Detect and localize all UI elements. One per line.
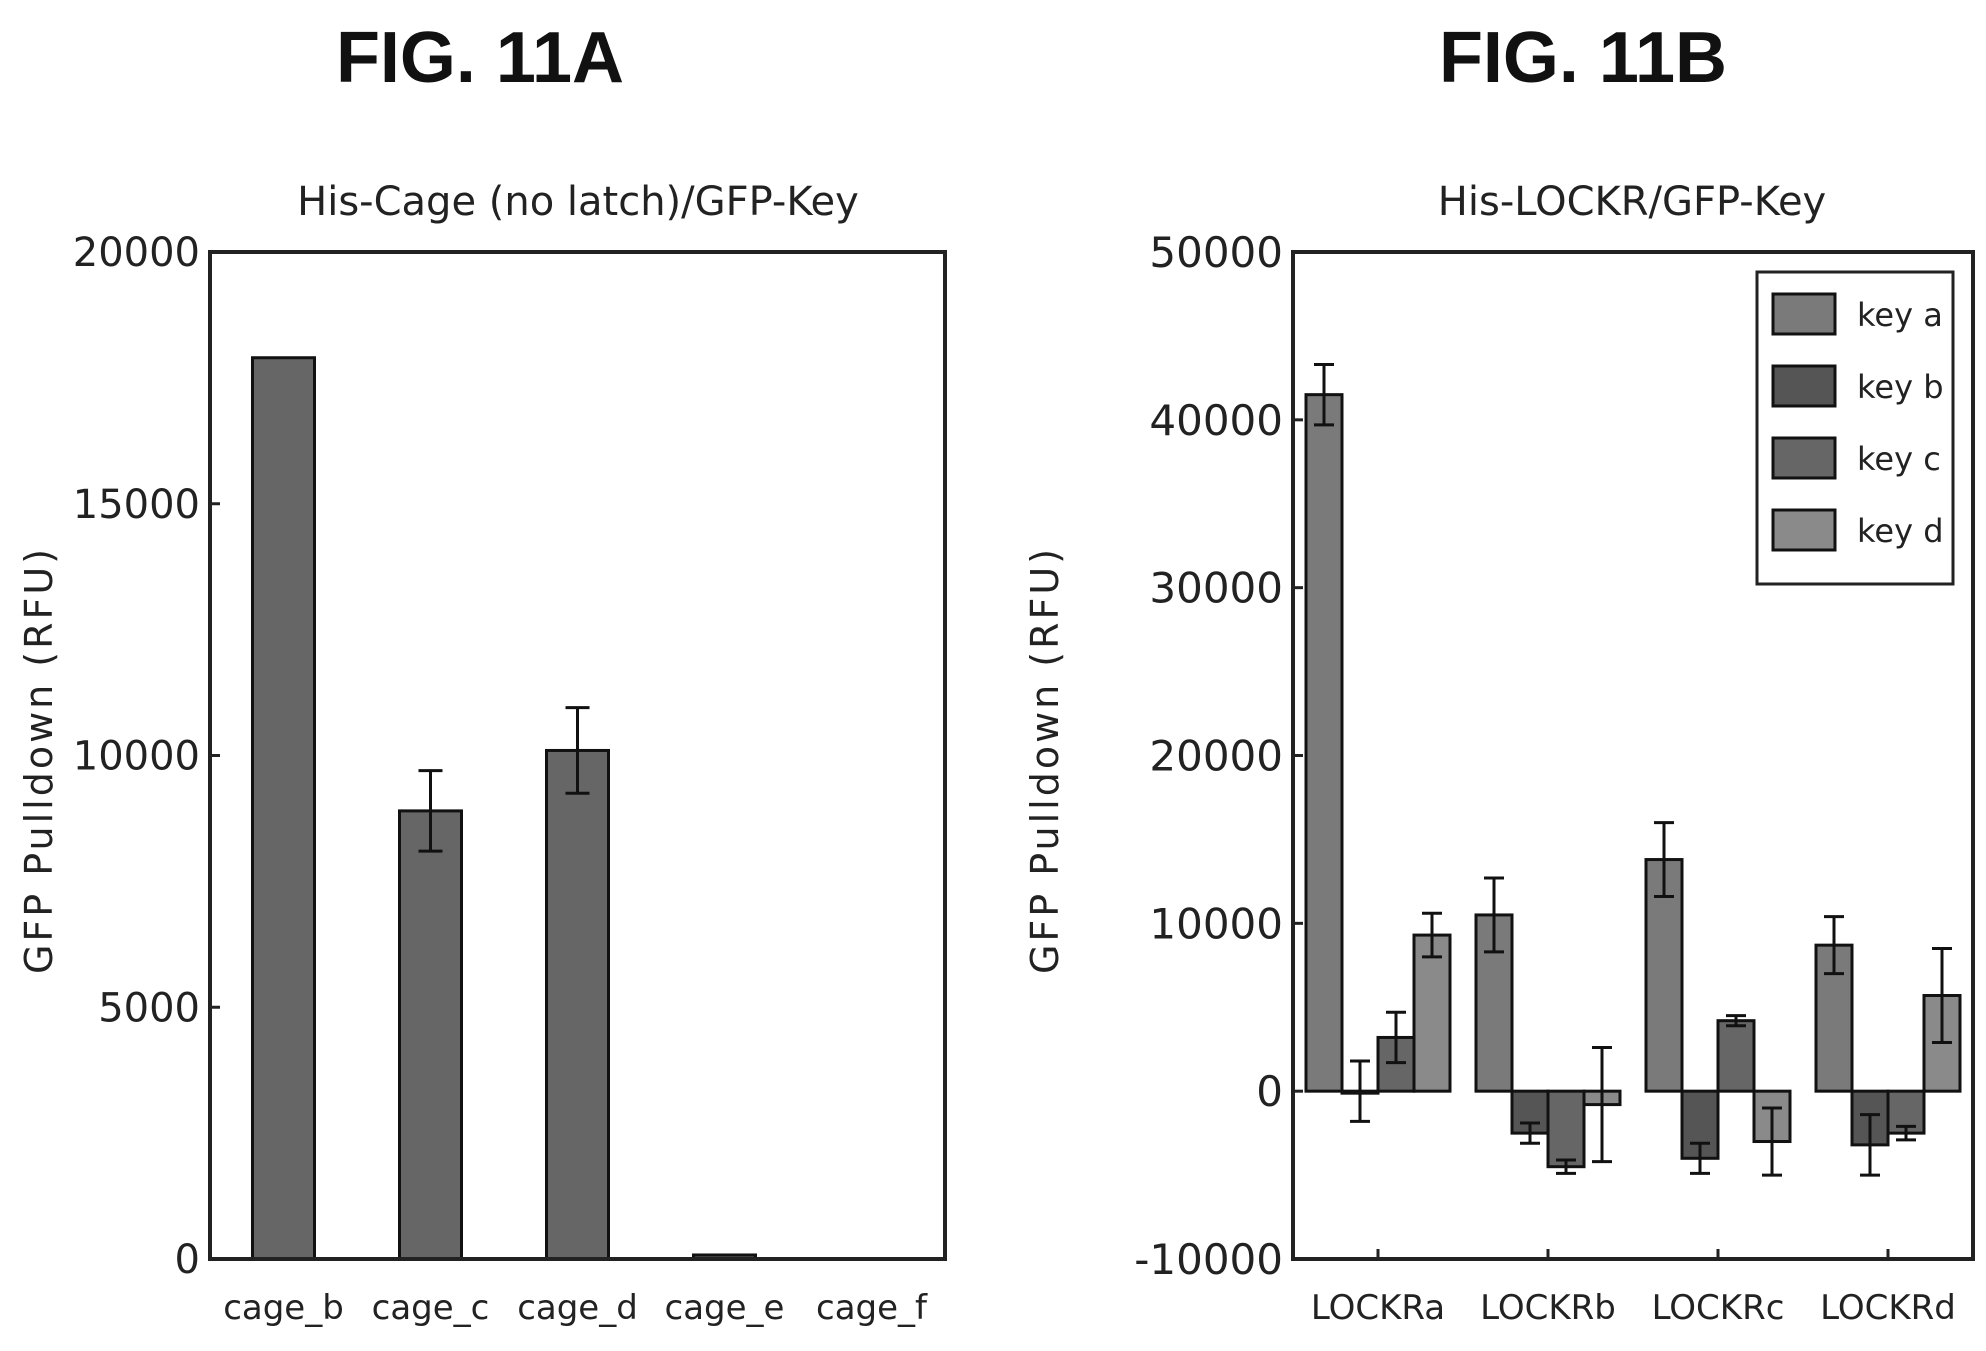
chart-b-y-tick-label: 30000	[1149, 564, 1283, 613]
chart-b-legend: key a key b key c key d	[1755, 270, 1955, 586]
chart-a-bar	[545, 748, 610, 1261]
chart-b-y-tick-label: 50000	[1149, 228, 1283, 277]
figure-label-11a: FIG. 11A	[336, 18, 624, 98]
chart-b-y-tick-label: 20000	[1149, 732, 1283, 781]
chart-b-frame	[1291, 250, 1975, 1261]
chart-b-bar-key-b	[1680, 1089, 1720, 1160]
chart-b-legend-swatch	[1771, 364, 1837, 408]
chart-a-y-tick-label: 0	[175, 1237, 200, 1283]
chart-b-legend-label: key d	[1857, 512, 1944, 550]
chart-b-x-tick-label: LOCKRd	[1820, 1288, 1956, 1328]
chart-b-y-axis-label: GFP Pulldown (RFU)	[1023, 546, 1067, 974]
chart-b-bar-key-c	[1546, 1089, 1586, 1169]
chart-a-x-tick-label: cage_f	[816, 1288, 928, 1328]
chart-a-marks: 0 5000 10000 15000 20000 cage_b cage_c cage_d ca…	[73, 230, 928, 1328]
chart-a-y-tick-label: 20000	[73, 230, 200, 276]
chart-b-marks: -10000 0 10000 20000 30000 40000 50000 LOCKRa LO…	[1134, 228, 1962, 1328]
chart-b-title: His-LOCKR/GFP-Key	[1438, 179, 1826, 225]
figure-label-11b: FIG. 11B	[1439, 18, 1727, 98]
chart-a-bar	[398, 809, 463, 1261]
chart-a-y-tick-label: 15000	[73, 482, 200, 528]
chart-a-title: His-Cage (no latch)/GFP-Key	[297, 179, 859, 225]
chart-b-legend-swatch	[1771, 292, 1837, 336]
chart-b-legend-swatch	[1771, 508, 1837, 552]
chart-a-y-tick-label: 10000	[73, 734, 200, 780]
chart-b: His-LOCKR/GFP-Key GFP Pulldown (RFU) -10…	[1023, 179, 1975, 1328]
chart-b-legend-label: key a	[1857, 296, 1943, 334]
chart-b-legend-swatch	[1771, 436, 1837, 480]
chart-b-x-tick-label: LOCKRc	[1652, 1288, 1785, 1328]
chart-b-x-tick-label: LOCKRb	[1480, 1288, 1616, 1328]
chart-b-x-tick-label: LOCKRa	[1311, 1288, 1445, 1328]
chart-a-x-tick-label: cage_c	[372, 1288, 490, 1328]
chart-a-y-tick-label: 5000	[98, 985, 200, 1031]
chart-a-y-axis-label: GFP Pulldown (RFU)	[17, 546, 61, 974]
chart-b-y-tick-label: -10000	[1134, 1235, 1283, 1284]
chart-a-frame	[208, 250, 947, 1261]
chart-b-bar-key-a	[1304, 393, 1344, 1093]
chart-b-y-tick-label: 40000	[1149, 396, 1283, 445]
chart-b-y-tick-label: 0	[1256, 1067, 1283, 1116]
chart-b-legend-label: key c	[1857, 440, 1941, 478]
chart-a-bar	[251, 356, 316, 1261]
chart-a-x-tick-label: cage_e	[665, 1288, 785, 1328]
chart-a-x-tick-label: cage_b	[223, 1288, 344, 1328]
chart-b-bar-key-c	[1716, 1019, 1756, 1093]
chart-b-legend-label: key b	[1857, 368, 1944, 406]
chart-a-x-tick-label: cage_d	[517, 1288, 638, 1328]
chart-b-bar-key-d	[1412, 933, 1452, 1093]
chart-a: His-Cage (no latch)/GFP-Key GFP Pulldown…	[17, 179, 947, 1328]
chart-b-y-tick-label: 10000	[1149, 899, 1283, 948]
